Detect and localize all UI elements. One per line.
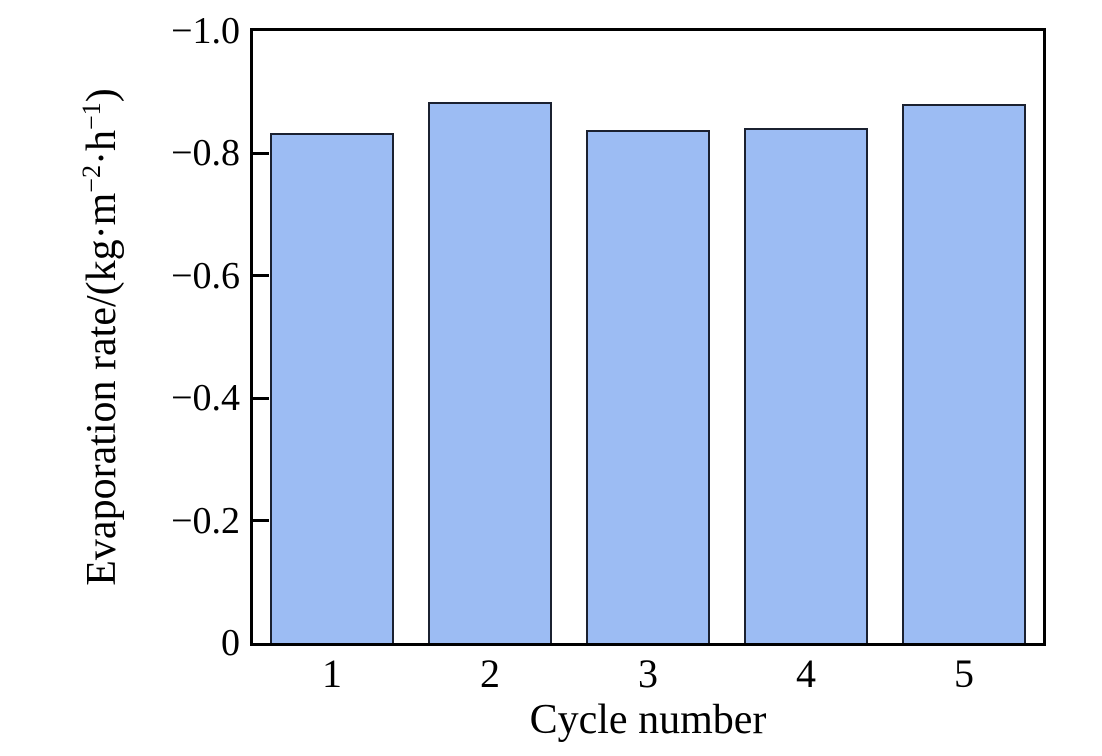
- bar-cycle-3: [586, 130, 710, 643]
- y-axis-title-close: ): [79, 88, 125, 103]
- x-tick-label: 3: [638, 651, 658, 696]
- x-tick-label: 1: [322, 651, 342, 696]
- x-axis-title: Cycle number: [529, 697, 767, 743]
- y-axis-title-text: Evaporation rate/(kg·m: [79, 192, 125, 586]
- bar-cycle-4: [744, 128, 868, 643]
- x-tick-label: 5: [954, 651, 974, 696]
- bar-cycle-1: [270, 133, 394, 643]
- y-tick: [253, 152, 269, 155]
- y-tick: [253, 397, 269, 400]
- y-axis-title-mid: ·h: [79, 130, 125, 165]
- bar-cycle-2: [428, 102, 552, 643]
- y-tick-label: −0.4: [171, 377, 240, 419]
- x-tick-label: 2: [480, 651, 500, 696]
- x-tick-label: 4: [796, 651, 816, 696]
- y-tick-label: 0: [221, 622, 240, 664]
- y-axis-title: Evaporation rate/(kg·m−2·h−1): [77, 0, 127, 687]
- plot-area: [250, 28, 1046, 646]
- y-tick-label: −1.0: [171, 10, 240, 52]
- bar-cycle-5: [902, 104, 1026, 643]
- y-tick-label: −0.8: [171, 132, 240, 174]
- y-tick: [253, 274, 269, 277]
- y-axis-title-sup-2: −2: [77, 165, 106, 193]
- y-tick-label: −0.2: [171, 500, 240, 542]
- y-axis-title-sup-1: −1: [77, 102, 106, 130]
- y-tick-label: −0.6: [171, 255, 240, 297]
- y-tick: [253, 519, 269, 522]
